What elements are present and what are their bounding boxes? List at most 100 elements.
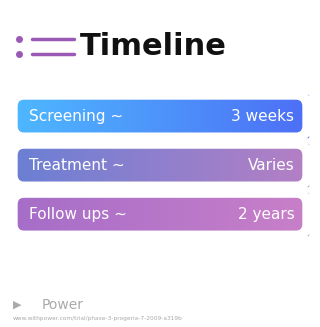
Bar (119, 193, 121, 235)
Bar (103, 193, 105, 235)
Bar (182, 193, 184, 235)
Bar (257, 193, 259, 235)
Bar (284, 193, 286, 235)
Bar (164, 193, 166, 235)
Bar (107, 95, 109, 137)
Bar (187, 193, 188, 235)
Bar (194, 95, 196, 137)
Bar (239, 95, 242, 137)
Bar (86, 193, 89, 235)
Bar (197, 95, 199, 137)
Bar (70, 193, 72, 235)
Bar (212, 95, 214, 137)
Bar (135, 144, 137, 186)
Bar (26, 193, 28, 235)
Bar (116, 193, 118, 235)
Bar (175, 144, 177, 186)
Bar (204, 193, 206, 235)
Bar (14, 193, 16, 235)
Bar (129, 193, 131, 235)
Bar (294, 144, 296, 186)
Bar (145, 144, 148, 186)
Bar (104, 193, 106, 235)
Bar (228, 144, 230, 186)
Bar (251, 144, 253, 186)
Bar (256, 193, 258, 235)
Bar (32, 144, 34, 186)
Bar (247, 95, 249, 137)
Bar (170, 193, 172, 235)
Bar (298, 193, 300, 235)
Text: Power: Power (42, 298, 84, 312)
Bar (182, 144, 184, 186)
Bar (203, 193, 205, 235)
Bar (101, 95, 103, 137)
Bar (20, 193, 22, 235)
Bar (295, 193, 298, 235)
Bar (206, 95, 208, 137)
Bar (263, 144, 265, 186)
Bar (166, 193, 168, 235)
Bar (290, 95, 292, 137)
Bar (44, 95, 46, 137)
Bar (123, 144, 125, 186)
Bar (259, 95, 261, 137)
Bar (158, 193, 161, 235)
Bar (47, 95, 49, 137)
Bar (119, 144, 121, 186)
Bar (300, 95, 302, 137)
Bar (209, 95, 211, 137)
Bar (281, 193, 283, 235)
Text: Treatment ~: Treatment ~ (29, 158, 124, 173)
Bar (225, 144, 227, 186)
Bar (136, 95, 139, 137)
Bar (52, 144, 55, 186)
Bar (212, 193, 214, 235)
Bar (184, 193, 186, 235)
Bar (85, 144, 87, 186)
Bar (198, 144, 200, 186)
Bar (126, 193, 128, 235)
Bar (35, 193, 37, 235)
Bar (166, 95, 168, 137)
Bar (150, 144, 152, 186)
Bar (25, 95, 27, 137)
Bar (176, 193, 178, 235)
Bar (28, 95, 30, 137)
Bar (84, 193, 85, 235)
Bar (147, 193, 149, 235)
Bar (108, 144, 111, 186)
Bar (39, 95, 41, 137)
Bar (135, 193, 137, 235)
Bar (298, 95, 300, 137)
Bar (116, 95, 118, 137)
Bar (223, 193, 225, 235)
Bar (44, 193, 46, 235)
Bar (285, 144, 287, 186)
Bar (276, 95, 278, 137)
Bar (113, 95, 115, 137)
Bar (213, 95, 215, 137)
Bar (75, 144, 77, 186)
Bar (235, 95, 237, 137)
Bar (66, 95, 68, 137)
Bar (52, 95, 55, 137)
Bar (220, 95, 222, 137)
Bar (209, 193, 211, 235)
Bar (158, 95, 161, 137)
Bar (98, 95, 100, 137)
Bar (269, 95, 271, 137)
Bar (173, 193, 175, 235)
Bar (94, 193, 96, 235)
Bar (148, 144, 150, 186)
Bar (172, 95, 174, 137)
Bar (63, 193, 65, 235)
Bar (169, 193, 171, 235)
Bar (284, 95, 286, 137)
Bar (91, 193, 93, 235)
Bar (248, 95, 251, 137)
Bar (180, 193, 183, 235)
Text: ▶: ▶ (13, 300, 21, 310)
Bar (156, 95, 158, 137)
Bar (59, 193, 60, 235)
